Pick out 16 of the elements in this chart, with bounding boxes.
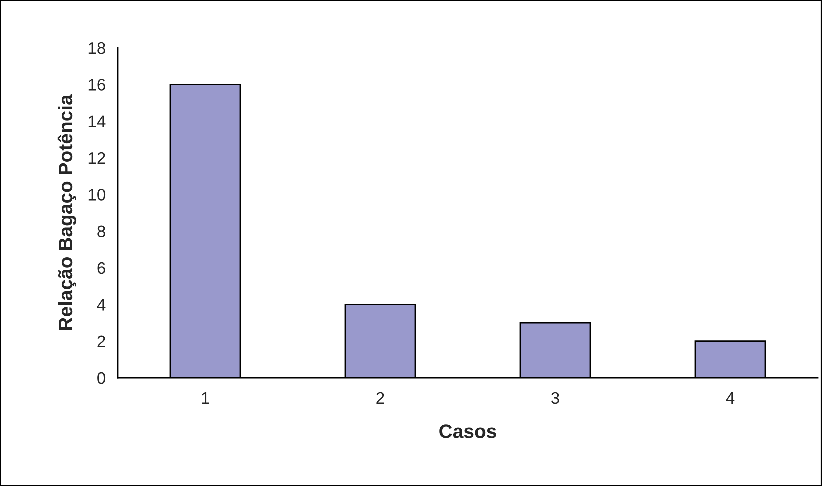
x-tick-label: 1 — [202, 392, 210, 404]
y-tick-label: 14 — [88, 116, 106, 128]
y-tick-label: 16 — [88, 79, 106, 91]
x-axis-title: Casos — [440, 424, 496, 438]
y-tick-label: 12 — [88, 152, 106, 164]
y-tick-label: 18 — [88, 42, 106, 54]
x-tick-label: 2 — [376, 392, 384, 404]
y-tick-label: 6 — [98, 262, 106, 274]
y-axis-title: Relação Bagaço Potência — [58, 94, 77, 330]
y-tick-label: 4 — [97, 299, 106, 311]
y-tick-label: 10 — [88, 189, 106, 201]
y-tick-label: 0 — [98, 372, 106, 384]
y-tick-label: 2 — [98, 336, 106, 348]
y-tick-label: 8 — [98, 226, 106, 238]
x-tick-label: 3 — [552, 392, 560, 404]
x-tick-label: 4 — [726, 392, 735, 404]
